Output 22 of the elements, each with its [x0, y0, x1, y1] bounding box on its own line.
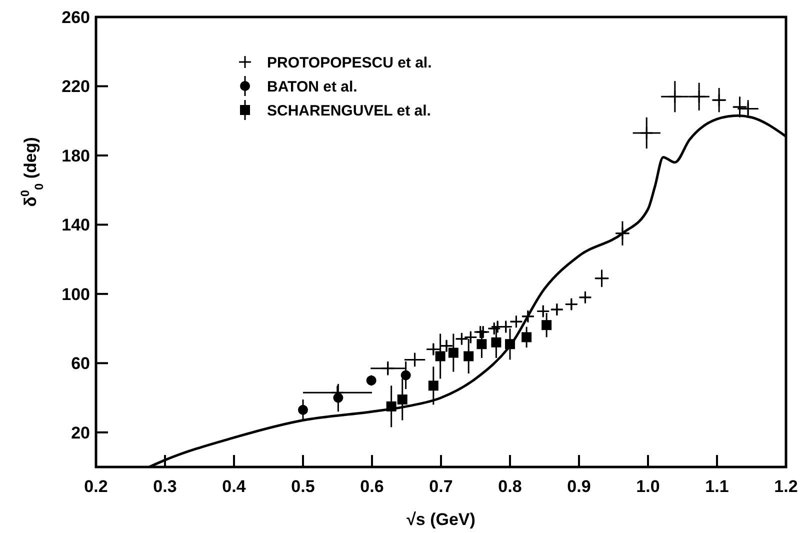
x-tick-label: 0.7	[429, 477, 453, 496]
x-tick-label: 1.0	[636, 477, 660, 496]
y-tick-label: 100	[62, 284, 90, 304]
x-tick-label: 0.8	[498, 477, 522, 496]
x-axis-title: √s (GeV)	[406, 510, 476, 529]
legend-label: PROTOPOPESCU et al.	[267, 54, 432, 72]
x-tick-label: 0.3	[153, 477, 177, 496]
legend-label: SCHARENGUVEL et al.	[267, 102, 431, 120]
x-tick-label: 0.2	[84, 477, 108, 496]
x-tick-label: 0.9	[567, 477, 591, 496]
x-tick-label: 0.4	[222, 477, 246, 496]
y-tick-label: 260	[62, 8, 90, 27]
legend-label: BATON et al.	[267, 78, 358, 96]
x-tick-label: 0.6	[360, 477, 384, 496]
x-tick-label: 1.2	[774, 477, 798, 496]
y-tick-label: 20	[71, 423, 90, 442]
y-tick-label: 60	[71, 354, 90, 374]
x-tick-label: 1.1	[705, 477, 729, 496]
y-tick-label: 180	[62, 146, 90, 166]
y-tick-label: 220	[62, 77, 90, 96]
x-tick-label: 0.5	[291, 477, 315, 496]
y-tick-label: 140	[62, 216, 90, 235]
